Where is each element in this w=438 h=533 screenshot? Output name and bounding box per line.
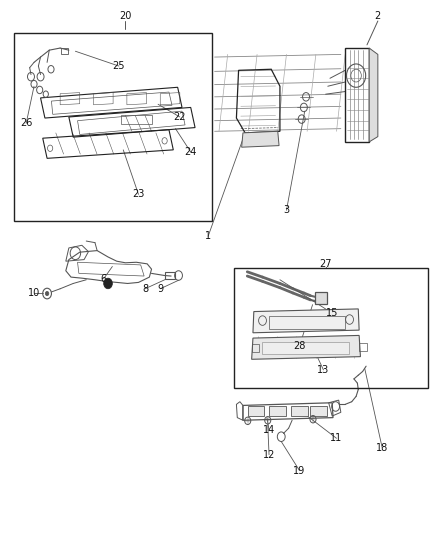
Bar xyxy=(60,48,68,54)
Text: 24: 24 xyxy=(184,147,197,157)
Text: 23: 23 xyxy=(132,189,145,199)
Polygon shape xyxy=(242,131,279,147)
Text: 13: 13 xyxy=(317,365,329,375)
Text: 26: 26 xyxy=(20,118,32,128)
Bar xyxy=(165,272,176,279)
Text: 12: 12 xyxy=(263,450,275,460)
Bar xyxy=(14,33,212,221)
Text: 2: 2 xyxy=(375,11,381,21)
Bar xyxy=(315,292,327,304)
Bar xyxy=(248,407,264,416)
Polygon shape xyxy=(369,48,378,142)
Text: 19: 19 xyxy=(293,466,306,475)
Text: 11: 11 xyxy=(330,433,343,443)
Polygon shape xyxy=(252,335,360,359)
Text: 28: 28 xyxy=(293,341,306,351)
Text: 3: 3 xyxy=(283,205,290,215)
Circle shape xyxy=(46,292,49,296)
Text: 10: 10 xyxy=(28,288,40,298)
Bar xyxy=(261,342,349,354)
Text: 20: 20 xyxy=(119,11,131,21)
Text: 14: 14 xyxy=(263,425,275,435)
Bar xyxy=(359,343,367,351)
Bar xyxy=(291,407,308,416)
Bar xyxy=(311,407,327,416)
Text: 18: 18 xyxy=(376,443,389,453)
Bar xyxy=(252,344,259,352)
Bar xyxy=(269,407,286,416)
Text: 27: 27 xyxy=(319,259,332,269)
Text: 1: 1 xyxy=(205,231,211,241)
Text: 22: 22 xyxy=(173,112,186,122)
Circle shape xyxy=(104,278,113,289)
Text: 8: 8 xyxy=(142,284,148,294)
Bar xyxy=(269,316,345,329)
Text: 25: 25 xyxy=(113,61,125,71)
Text: 9: 9 xyxy=(157,284,163,294)
Polygon shape xyxy=(253,309,359,333)
Text: 15: 15 xyxy=(326,308,338,318)
Text: 6: 6 xyxy=(101,273,107,284)
Bar xyxy=(234,268,428,389)
Bar xyxy=(121,115,152,124)
